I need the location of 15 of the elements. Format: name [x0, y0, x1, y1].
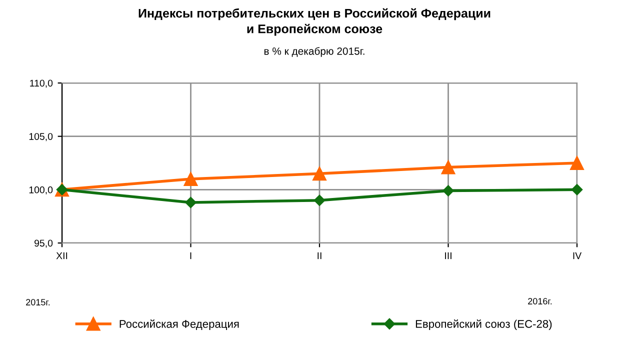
text: 2016г. [528, 298, 552, 304]
y-tick-label: 100,0 [29, 186, 53, 194]
x-tick-label: III [445, 252, 452, 260]
y-tick-label: 105,0 [29, 133, 53, 142]
x-tick-label: I [190, 252, 192, 260]
x-tick-label: XII [56, 252, 68, 260]
legend-label: Российская Федерация [120, 320, 239, 330]
y-tick-label: 110,0 [30, 80, 53, 88]
text: 2015г. [26, 299, 50, 306]
chart-title: Индексы потребительских цен в Российской Федерации и Европейском союзе [138, 8, 490, 36]
x-tick-label: II [318, 252, 322, 260]
y-tick-label: 95,0 [34, 240, 53, 248]
chart-subtitle: в % к декабрю 2015г. [264, 47, 364, 57]
x-tick-label: IV [573, 252, 582, 260]
legend-label: Европейский союз (ЕС-28) [416, 320, 552, 330]
